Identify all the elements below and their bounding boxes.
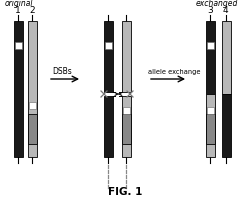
Bar [28, 22, 36, 157]
Bar [122, 22, 130, 93]
Bar [206, 114, 214, 144]
Bar [206, 107, 214, 114]
Bar [14, 43, 21, 50]
Text: 3: 3 [207, 6, 213, 15]
Text: FIG. 1: FIG. 1 [108, 186, 142, 196]
Bar [206, 22, 214, 95]
Text: 2: 2 [29, 6, 34, 15]
Text: allele exchange: allele exchange [148, 69, 201, 75]
Bar [28, 114, 36, 144]
Bar [206, 95, 214, 157]
Bar [222, 22, 230, 95]
Text: DSBs: DSBs [52, 67, 72, 76]
Bar [104, 22, 112, 93]
Bar [122, 97, 130, 157]
Bar [104, 43, 112, 50]
Bar [122, 114, 130, 144]
Text: 1: 1 [15, 6, 21, 15]
Text: exchanged: exchanged [196, 0, 238, 8]
Bar [122, 107, 130, 114]
Bar [28, 102, 35, 109]
Bar [104, 97, 112, 157]
Bar [222, 95, 230, 157]
Text: original: original [5, 0, 34, 8]
Bar [206, 43, 214, 50]
Text: 4: 4 [223, 6, 228, 15]
Bar [14, 22, 22, 157]
